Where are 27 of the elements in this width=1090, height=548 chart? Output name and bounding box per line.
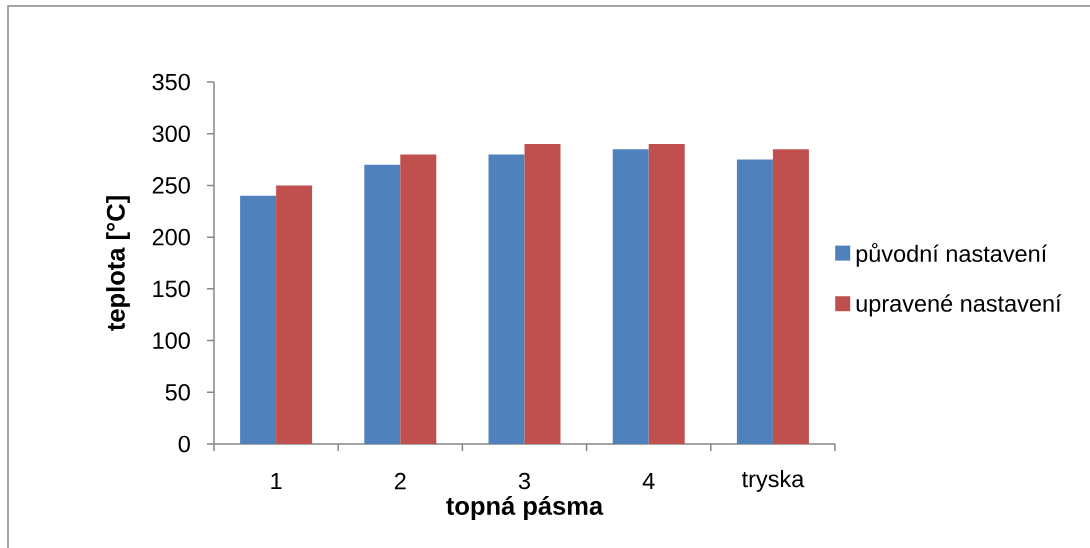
y-tick-label: 200	[152, 228, 190, 246]
x-tick-label: 2	[394, 472, 406, 490]
y-tick-label: 250	[152, 177, 190, 194]
y-tick-label: 300	[152, 125, 190, 143]
legend-label: původní nastavení	[856, 242, 1048, 267]
bar	[240, 195, 277, 444]
bar	[648, 144, 685, 444]
x-tick-label: 3	[518, 472, 530, 490]
bar	[276, 185, 313, 444]
x-axis-title: topná pásma	[446, 496, 604, 521]
bar	[364, 164, 401, 444]
y-tick-label: 0	[178, 435, 190, 453]
y-tick-label: 50	[165, 383, 190, 401]
x-tick-label: 1	[271, 472, 282, 490]
bar	[524, 144, 561, 444]
y-tick-label: 350	[152, 73, 190, 91]
bar	[736, 159, 773, 444]
y-tick-label: 100	[153, 332, 190, 349]
x-tick-label: tryska	[741, 470, 805, 492]
bar	[772, 149, 809, 444]
bar	[612, 149, 649, 444]
legend-label: upravené nastavení	[856, 294, 1062, 317]
y-axis-title: teplota [°C]	[106, 196, 130, 331]
bar	[488, 154, 525, 444]
x-tick-label: 4	[642, 472, 655, 490]
y-tick-label: 150	[153, 280, 190, 298]
bar	[400, 154, 437, 444]
